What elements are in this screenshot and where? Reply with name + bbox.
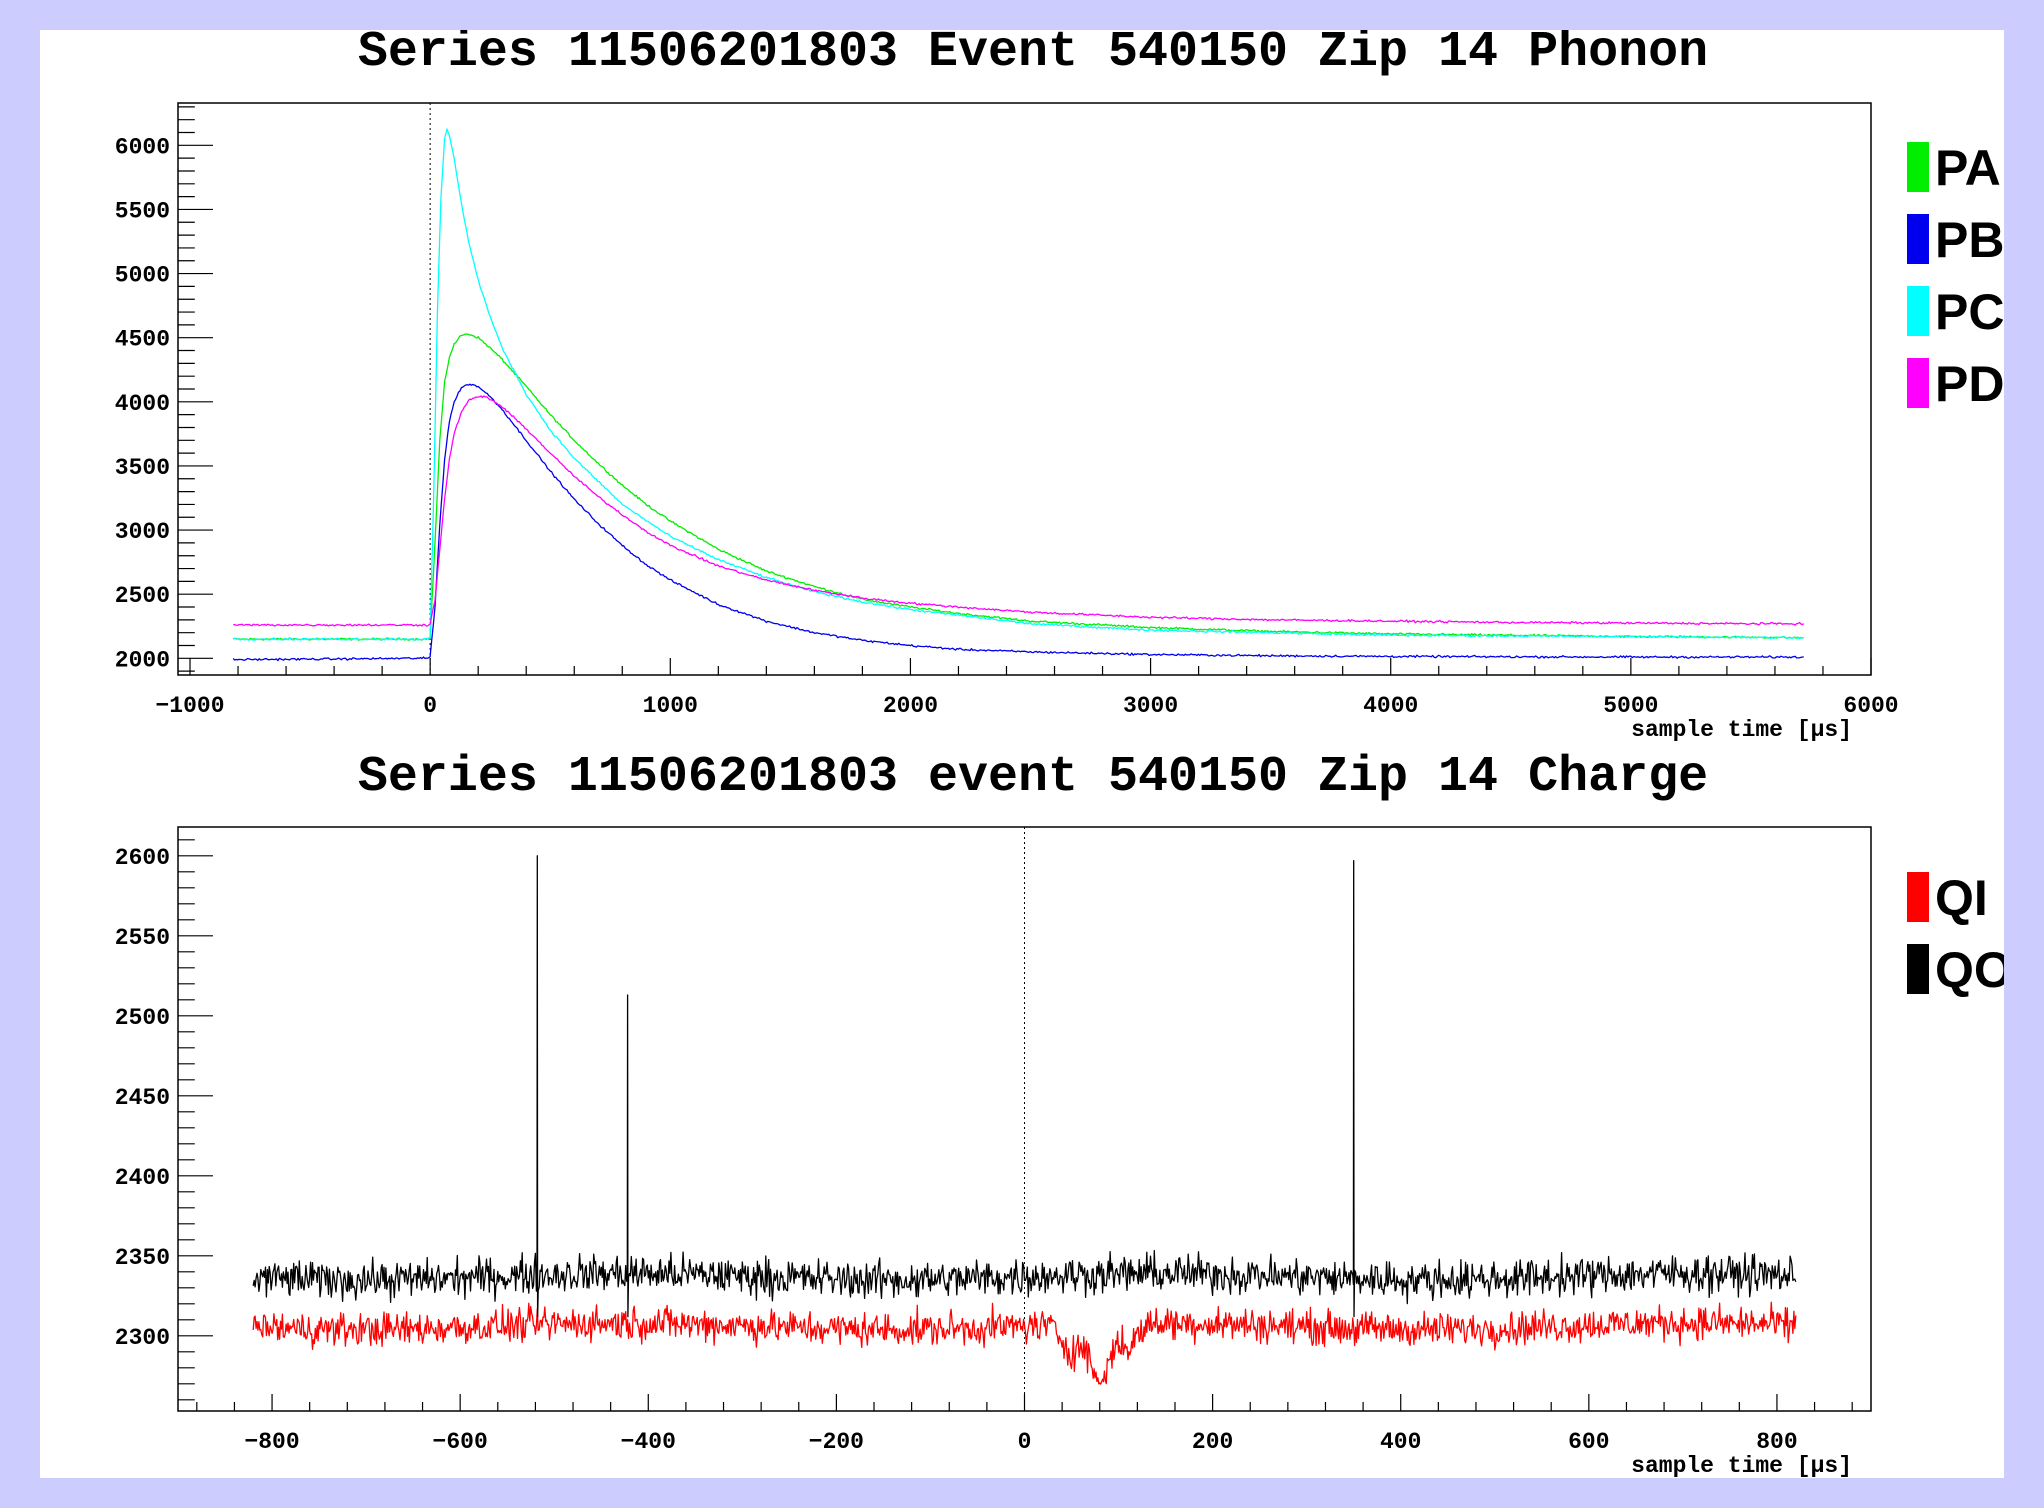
charge-ytick-label: 2300 <box>115 1325 170 1351</box>
charge-xtick-label: 800 <box>1756 1429 1797 1455</box>
phonon-panel: Series 11506201803 Event 540150 Zip 14 P… <box>115 24 2005 743</box>
charge-xtick-label: 0 <box>1018 1429 1032 1455</box>
phonon-xtick-label: 5000 <box>1603 693 1658 719</box>
phonon-xtick-label: 2000 <box>883 693 938 719</box>
charge-series-qi <box>252 1301 1797 1385</box>
phonon-ytick-label: 4500 <box>115 327 170 353</box>
charge-xtick-label: −600 <box>433 1429 488 1455</box>
phonon-xtick-label: 0 <box>423 693 437 719</box>
phonon-axes: 2000 2500 3000 3500 4000 4500 5000 5500 6000 −100… <box>115 103 1899 719</box>
phonon-series-pa <box>232 333 1804 641</box>
phonon-ytick-label: 5500 <box>115 198 170 224</box>
charge-xtick-label: −400 <box>621 1429 676 1455</box>
phonon-legend-label-pa: PA <box>1935 140 2001 196</box>
phonon-title: Series 11506201803 Event 540150 Zip 14 P… <box>358 30 1708 81</box>
phonon-ytick-label: 2500 <box>115 583 170 609</box>
charge-series-qo <box>252 855 1797 1318</box>
charge-legend-swatch-qi <box>1907 872 1929 922</box>
plot-svg: Series 11506201803 Event 540150 Zip 14 P… <box>115 24 2013 1479</box>
charge-xtick-label: 200 <box>1192 1429 1233 1455</box>
phonon-legend-swatch-pd <box>1907 358 1929 408</box>
charge-series <box>252 855 1797 1385</box>
phonon-xtick-label: 1000 <box>643 693 698 719</box>
plot-canvas: Series 11506201803 Event 540150 Zip 14 P… <box>40 24 2013 1479</box>
charge-xtick-label: −200 <box>809 1429 864 1455</box>
phonon-legend-label-pd: PD <box>1935 356 2004 412</box>
charge-ytick-label: 2600 <box>115 845 170 871</box>
charge-legend-label-qo: QO <box>1935 942 2004 998</box>
phonon-ytick-label: 3500 <box>115 455 170 481</box>
charge-xtick-label: 400 <box>1380 1429 1421 1455</box>
charge-title: Series 11506201803 event 540150 Zip 14 C… <box>358 749 1708 806</box>
phonon-legend-swatch-pc <box>1907 286 1929 336</box>
phonon-xtick-label: −1000 <box>155 693 224 719</box>
charge-xtick-label: −800 <box>244 1429 299 1455</box>
phonon-xlabel: sample time [μs] <box>1631 717 1852 743</box>
phonon-xtick-label: 3000 <box>1123 693 1178 719</box>
phonon-series-pc <box>232 128 1804 641</box>
charge-ytick-label: 2350 <box>115 1245 170 1271</box>
phonon-ytick-label: 4000 <box>115 391 170 417</box>
phonon-ytick-label: 6000 <box>115 134 170 160</box>
phonon-legend: PA PB PC PD <box>1907 140 2004 412</box>
charge-legend-label-qi: QI <box>1935 870 1988 926</box>
phonon-xtick-label: 6000 <box>1843 693 1898 719</box>
charge-legend-swatch-qo <box>1907 944 1929 994</box>
phonon-series-pd <box>233 395 1805 627</box>
phonon-ytick-label: 5000 <box>115 263 170 289</box>
charge-panel: Series 11506201803 event 540150 Zip 14 C… <box>115 749 2013 1479</box>
phonon-xtick-label: 4000 <box>1363 693 1418 719</box>
charge-ytick-label: 2400 <box>115 1165 170 1191</box>
phonon-ytick-label: 2000 <box>115 647 170 673</box>
phonon-series <box>232 128 1805 662</box>
phonon-legend-swatch-pb <box>1907 214 1929 264</box>
charge-legend: QI QO <box>1907 870 2013 998</box>
charge-ytick-label: 2550 <box>115 925 170 951</box>
charge-ytick-label: 2500 <box>115 1005 170 1031</box>
charge-xtick-label: 600 <box>1568 1429 1609 1455</box>
phonon-legend-label-pc: PC <box>1935 284 2004 340</box>
phonon-frame <box>177 102 1872 676</box>
charge-axes: 2300 2350 2400 2450 2500 2550 2600 −800 −600 −400… <box>115 827 1853 1455</box>
phonon-ytick-label: 3000 <box>115 519 170 545</box>
charge-xlabel: sample time [μs] <box>1631 1453 1852 1478</box>
charge-ytick-label: 2450 <box>115 1085 170 1111</box>
phonon-legend-swatch-pa <box>1907 142 1929 192</box>
phonon-legend-label-pb: PB <box>1935 212 2004 268</box>
phonon-series-pb <box>232 383 1804 662</box>
